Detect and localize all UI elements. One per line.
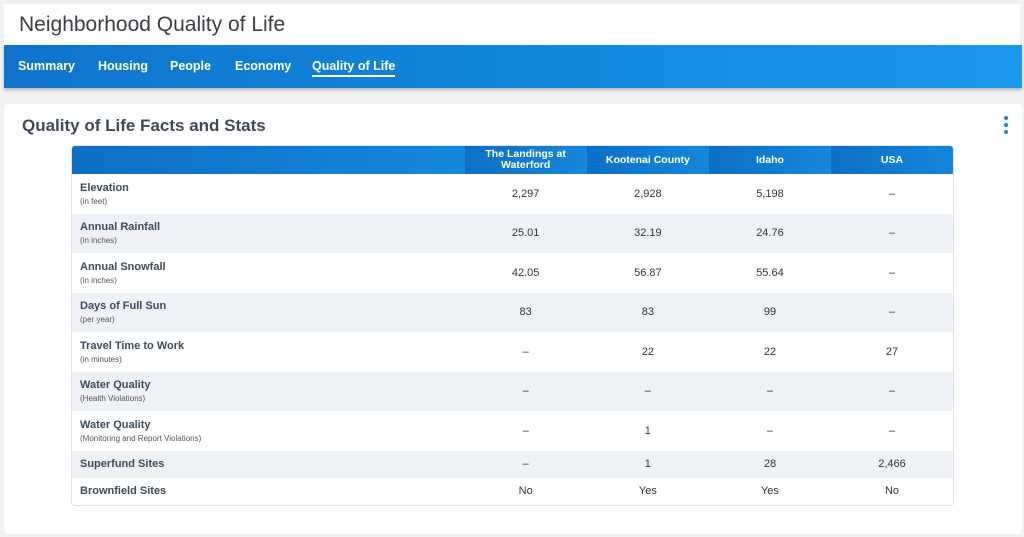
card-title: Quality of Life Facts and Stats <box>22 116 266 135</box>
table-row: Water Quality (Monitoring and Report Viol… <box>72 411 953 451</box>
cell-value: 22 <box>763 345 777 358</box>
cell-value: 55.64 <box>756 266 784 279</box>
header-col-idaho: Idaho <box>708 146 831 174</box>
cell-value: – <box>708 371 831 411</box>
cell-value: No <box>518 485 533 497</box>
cell-value: 28 <box>708 450 831 478</box>
header-metric <box>72 146 465 174</box>
metric-unit: (Health Violations) <box>80 394 146 404</box>
table-row: Water Quality (Health Violations) – – – – <box>72 371 953 411</box>
cell-value: – <box>766 424 774 437</box>
cell-value: 99 <box>708 292 831 332</box>
cell-value: 1 <box>586 450 709 478</box>
table-row: Annual Rainfall (in inches) 25.01 32.19 2… <box>72 213 953 253</box>
metric-unit: (in feet) <box>80 196 108 206</box>
nav-tab-housing[interactable]: Housing <box>98 59 148 73</box>
metric-name: Water Quality <box>80 418 151 431</box>
cell-value: 32.19 <box>586 213 709 253</box>
metric-name: Elevation <box>80 181 129 194</box>
metric-name: Annual Snowfall <box>80 260 166 273</box>
cell-value: Yes <box>638 485 657 497</box>
cell-value: – <box>522 345 529 358</box>
table-row: Superfund Sites – 1 28 2,466 <box>72 450 953 478</box>
cell-value: Yes <box>760 485 779 497</box>
nav-tab-people[interactable]: People <box>170 59 211 73</box>
cell-value: 24.76 <box>708 213 831 253</box>
cell-value: 22 <box>641 345 654 358</box>
cell-value: – <box>888 266 896 279</box>
cell-value: – <box>464 371 587 411</box>
cell-value: – <box>522 424 529 437</box>
cell-value: 27 <box>885 345 899 358</box>
cell-value: No <box>884 485 899 497</box>
metric-unit: (in inches) <box>80 236 117 246</box>
table-row: Elevation (in feet) 2,297 2,928 5,198 – <box>72 174 953 214</box>
cell-value: 83 <box>464 292 587 332</box>
metric-name: Annual Rainfall <box>80 221 161 234</box>
metric-name: Days of Full Sun <box>80 300 167 313</box>
cell-value: – <box>888 424 896 437</box>
kebab-vertical-icon[interactable] <box>1002 116 1010 136</box>
stats-table: The Landings at Waterford Kootenai Count… <box>71 145 954 506</box>
page-header: Neighborhood Quality of Life <box>4 4 1020 45</box>
table-row: Travel Time to Work (in minutes) – 22 22 … <box>72 332 953 372</box>
cell-value: 42.05 <box>511 266 540 279</box>
metric-name: Superfund Sites <box>80 458 165 470</box>
cell-value: 2,297 <box>511 187 540 200</box>
table-row: Brownfield Sites No Yes Yes No <box>72 478 953 505</box>
nav-tab-summary[interactable]: Summary <box>18 59 75 73</box>
cell-value: – <box>586 371 709 411</box>
cell-value: – <box>464 450 587 478</box>
nav-tab-quality-of-life[interactable]: Quality of Life <box>312 59 396 77</box>
cell-value: 25.01 <box>464 213 587 253</box>
table-row: Days of Full Sun (per year) 83 83 99 – <box>72 292 953 332</box>
cell-value: 2,466 <box>830 450 953 478</box>
metric-name: Water Quality <box>80 379 151 392</box>
metric-name: Travel Time to Work <box>80 339 185 352</box>
header-col-usa: USA <box>830 146 953 174</box>
cell-value: 1 <box>644 424 651 437</box>
metric-unit: (in minutes) <box>80 354 122 364</box>
header-col-kootenai: Kootenai County <box>586 146 709 174</box>
cell-value: 56.87 <box>634 266 662 279</box>
nav-bar: Summary Housing People Economy Quality o… <box>4 45 1022 88</box>
table-header-row: The Landings at Waterford Kootenai Count… <box>72 146 953 174</box>
cell-value: – <box>830 292 953 332</box>
page-title: Neighborhood Quality of Life <box>19 13 286 36</box>
cell-value: 2,928 <box>634 187 662 200</box>
metric-unit: (Monitoring and Report Violations) <box>80 433 202 443</box>
metric-unit: (in inches) <box>80 275 117 285</box>
nav-tab-economy[interactable]: Economy <box>235 59 292 73</box>
cell-value: – <box>830 213 953 253</box>
cell-value: – <box>830 371 953 411</box>
cell-value: – <box>888 187 896 200</box>
cell-value: 83 <box>586 292 709 332</box>
table-row: Annual Snowfall (in inches) 42.05 56.87 5… <box>72 253 953 293</box>
header-col-landings: The Landings at Waterford <box>464 146 587 174</box>
cell-value: 5,198 <box>756 187 784 200</box>
metric-unit: (per year) <box>80 315 115 325</box>
metric-name: Brownfield Sites <box>80 485 167 497</box>
